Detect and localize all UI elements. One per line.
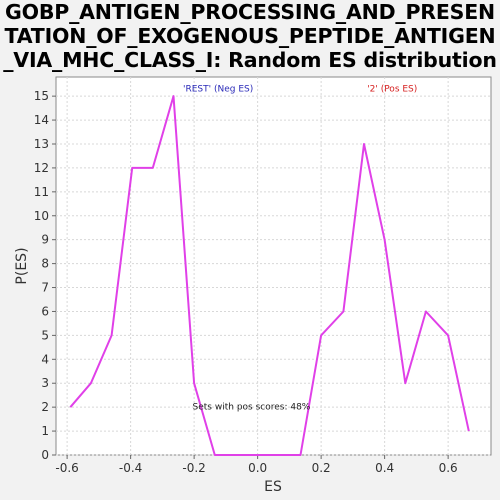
chart-title-line-2: TATION_OF_EXOGENOUS_PEPTIDE_ANTIGEN xyxy=(4,24,496,48)
x-tick-label: 0.0 xyxy=(248,461,267,475)
series-group xyxy=(69,95,470,456)
plot-area xyxy=(55,76,492,456)
y-tick-label: 8 xyxy=(41,257,49,271)
y-tick-label: 11 xyxy=(34,185,49,199)
x-tick-label: 0.4 xyxy=(375,461,394,475)
annotations: 'REST' (Neg ES) '2' (Pos ES) Sets with pos… xyxy=(183,84,417,412)
y-tick-label: 7 xyxy=(41,281,49,295)
x-tick-label: 0.2 xyxy=(312,461,331,475)
annotation-label: Sets with pos scores: 48% xyxy=(193,403,311,413)
y-tick-label: 4 xyxy=(41,352,49,366)
y-axis-label: P(ES) xyxy=(14,247,30,284)
y-tick-label: 2 xyxy=(41,400,49,414)
x-tick-label: -0.2 xyxy=(182,461,205,475)
x-tick-label: -0.6 xyxy=(55,461,78,475)
y-tick-label: 13 xyxy=(34,137,49,151)
y-tick-label: 5 xyxy=(41,328,49,342)
chart-title-line-3: _VIA_MHC_CLASS_I: Random ES distribution xyxy=(3,48,497,72)
y-tick-label: 3 xyxy=(41,376,49,390)
x-axis-ticks: -0.6 -0.4 -0.2 0.0 0.2 0.4 0.6 xyxy=(55,455,458,475)
y-tick-label: 15 xyxy=(34,89,49,103)
chart-title: GOBP_ANTIGEN_PROCESSING_AND_PRESEN TATIO… xyxy=(0,0,500,72)
y-tick-label: 1 xyxy=(41,424,49,438)
y-tick-label: 10 xyxy=(34,209,49,223)
series-line xyxy=(69,95,470,456)
y-tick-label: 9 xyxy=(41,233,49,247)
annotation-label: 'REST' (Neg ES) xyxy=(183,84,253,94)
y-tick-label: 14 xyxy=(34,113,49,127)
chart-title-line-1: GOBP_ANTIGEN_PROCESSING_AND_PRESEN xyxy=(4,0,495,24)
x-tick-label: -0.4 xyxy=(119,461,142,475)
annotation-label: '2' (Pos ES) xyxy=(367,84,417,94)
y-tick-label: 12 xyxy=(34,161,49,175)
x-axis-label: ES xyxy=(264,479,282,495)
grid-lines xyxy=(56,77,491,456)
x-tick-label: 0.6 xyxy=(439,461,458,475)
y-tick-label: 0 xyxy=(41,448,49,462)
y-tick-label: 6 xyxy=(41,304,49,318)
